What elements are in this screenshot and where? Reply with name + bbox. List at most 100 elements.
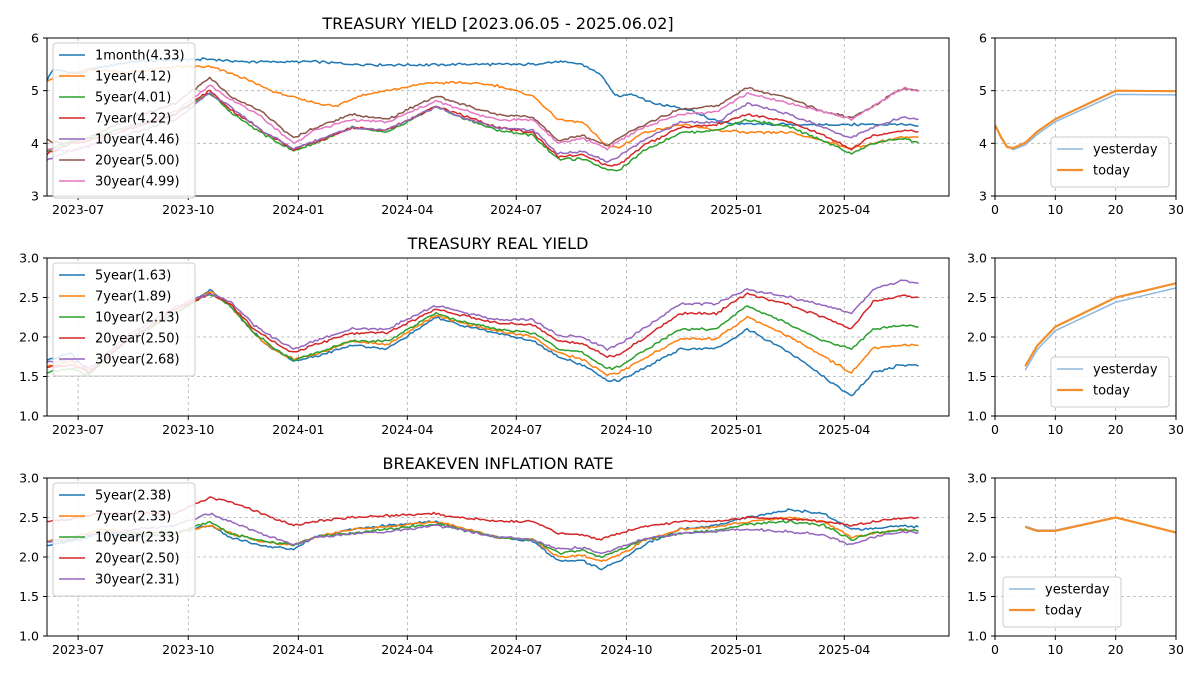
legend-entry: 30year(2.68) [95, 353, 180, 368]
legend-entry: 10year(2.33) [95, 531, 180, 546]
real-yield-curve-panel: 0 10 20 30 1.0 1.5 2.0 2.5 3.0 yesterday today [967, 251, 1184, 438]
x-tick-label: 0 [991, 202, 999, 217]
y-tick-label: 2.0 [967, 330, 987, 345]
breakeven-panel: BREAKEVEN INFLATION RATE 2023-07 2023-10 2… [19, 454, 950, 657]
real-yield-title: TREASURY REAL YIELD [407, 234, 589, 253]
y-tick-label: 3.0 [967, 251, 987, 266]
x-tick-label: 10 [1047, 202, 1063, 217]
x-tick-label: 2023-07 [52, 422, 104, 437]
y-tick-label: 2.0 [19, 550, 39, 565]
breakeven-curve-panel: 0 10 20 30 1.0 1.5 2.0 2.5 3.0 yesterday today [967, 471, 1184, 658]
breakeven-frame [46, 477, 950, 637]
y-tick-label: 2.5 [19, 510, 39, 525]
x-tick-label: 2023-07 [52, 202, 104, 217]
y-tick-label: 5 [31, 83, 39, 98]
x-tick-label: 2023-07 [52, 642, 104, 657]
legend-entry: 5year(1.63) [95, 269, 171, 284]
x-tick-label: 20 [1108, 202, 1124, 217]
y-tick-label: 6 [31, 31, 39, 46]
treasury-yield-legend: 1month(4.33) 1year(4.12) 5year(4.01) 7year(… [52, 42, 196, 199]
y-tick-label: 1.0 [967, 409, 987, 424]
x-tick-label: 2024-04 [381, 202, 433, 217]
real-yield-frame [46, 257, 950, 417]
series-line-today [995, 89, 1176, 150]
x-tick-label: 2023-10 [162, 202, 214, 217]
legend-entry: 10year(4.46) [95, 133, 180, 148]
legend-entry: 10year(2.13) [95, 311, 180, 326]
y-tick-label: 1.0 [967, 629, 987, 644]
y-tick-label: 4 [979, 136, 987, 151]
legend-entry: 30year(2.31) [95, 573, 180, 588]
legend-entry: 20year(2.50) [95, 332, 180, 347]
legend-entry: 7year(1.89) [95, 290, 171, 305]
legend-box [52, 482, 196, 597]
x-tick-label: 10 [1047, 642, 1063, 657]
x-tick-label: 0 [991, 422, 999, 437]
x-tick-label: 2023-10 [162, 422, 214, 437]
breakeven-curve-frame [994, 477, 1177, 637]
x-tick-label: 2024-01 [272, 202, 324, 217]
series-line-today [1024, 516, 1176, 534]
legend-box [52, 42, 196, 199]
treasury-yield-curve-legend: yesterday today [1050, 136, 1170, 188]
y-tick-label: 3 [979, 189, 987, 204]
x-tick-label: 2024-04 [381, 642, 433, 657]
x-tick-label: 2025-01 [710, 422, 762, 437]
y-tick-label: 1.5 [19, 369, 39, 384]
x-tick-label: 2024-10 [600, 202, 652, 217]
y-tick-label: 3.0 [19, 251, 39, 266]
legend-entry: 5year(4.01) [95, 91, 171, 106]
real-yield-panel: TREASURY REAL YIELD 2023-07 2023-10 2024-0… [19, 234, 950, 437]
real-yield-legend: 5year(1.63) 7year(1.89) 10year(2.13) 20year… [52, 262, 196, 377]
breakeven-title: BREAKEVEN INFLATION RATE [383, 454, 614, 473]
y-tick-label: 2.5 [19, 290, 39, 305]
x-tick-label: 2025-01 [710, 642, 762, 657]
x-tick-label: 2024-10 [600, 422, 652, 437]
series-line-today [1024, 282, 1176, 367]
treasury-yield-curve-panel: 0 10 20 30 3 4 5 6 yesterday today [979, 31, 1184, 218]
x-tick-label: 2024-01 [272, 642, 324, 657]
y-tick-label: 4 [31, 136, 39, 151]
real-yield-curve-legend: yesterday today [1050, 356, 1170, 408]
legend-entry: 1month(4.33) [95, 49, 185, 64]
x-tick-label: 2025-01 [710, 202, 762, 217]
x-tick-label: 2024-07 [490, 642, 542, 657]
series-line-yesterday [1024, 287, 1176, 371]
y-tick-label: 5 [979, 83, 987, 98]
y-tick-label: 2.5 [967, 510, 987, 525]
y-tick-label: 2.5 [967, 290, 987, 305]
breakeven-curve-legend: yesterday today [1002, 576, 1122, 628]
legend-entry: 20year(5.00) [95, 154, 180, 169]
real-yield-curve-frame [994, 257, 1177, 417]
x-tick-label: 0 [991, 642, 999, 657]
y-tick-label: 1.0 [19, 409, 39, 424]
breakeven-legend: 5year(2.38) 7year(2.33) 10year(2.33) 20year… [52, 482, 196, 597]
legend-box [52, 262, 196, 377]
x-tick-label: 2024-01 [272, 422, 324, 437]
x-tick-label: 2025-04 [818, 422, 870, 437]
legend-entry: 5year(2.38) [95, 489, 171, 504]
treasury-yield-frame [46, 37, 950, 197]
y-tick-label: 2.0 [19, 330, 39, 345]
legend-entry: 1year(4.12) [95, 70, 171, 85]
y-tick-label: 3.0 [19, 471, 39, 486]
x-tick-label: 30 [1168, 202, 1184, 217]
y-tick-label: 1.0 [19, 629, 39, 644]
legend-entry: 7year(4.22) [95, 112, 171, 127]
y-tick-label: 3.0 [967, 471, 987, 486]
legend-entry: today [1093, 164, 1130, 179]
y-tick-label: 1.5 [19, 589, 39, 604]
legend-entry: 20year(2.50) [95, 552, 180, 567]
x-tick-label: 2024-07 [490, 202, 542, 217]
x-tick-label: 30 [1168, 422, 1184, 437]
x-tick-label: 30 [1168, 642, 1184, 657]
x-tick-label: 2023-10 [162, 642, 214, 657]
legend-entry: today [1093, 384, 1130, 399]
y-tick-label: 3 [31, 189, 39, 204]
x-tick-label: 2024-07 [490, 422, 542, 437]
legend-entry: 7year(2.33) [95, 510, 171, 525]
x-tick-label: 2025-04 [818, 642, 870, 657]
treasury-yield-panel: TREASURY YIELD [2023.06.05 - 2025.06.02]… [31, 14, 950, 217]
x-tick-label: 2025-04 [818, 202, 870, 217]
y-tick-label: 6 [979, 31, 987, 46]
